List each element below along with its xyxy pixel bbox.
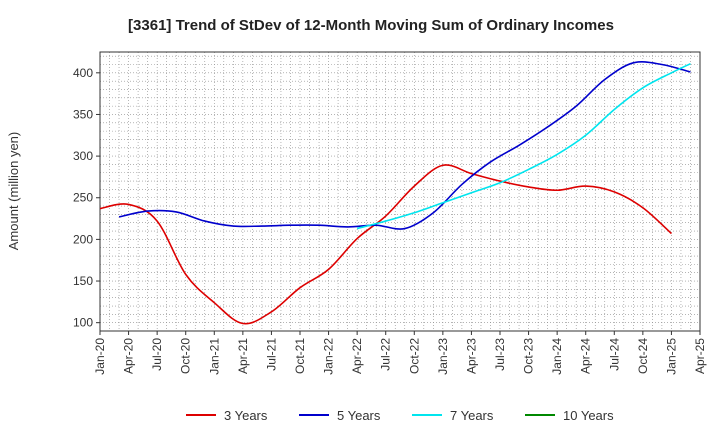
x-tick-label: Jan-25 (664, 338, 678, 375)
y-tick-label: 250 (73, 191, 93, 205)
x-tick-label: Jul-24 (607, 338, 621, 371)
x-tick-label: Apr-21 (236, 338, 250, 374)
x-tick-label: Jul-23 (493, 338, 507, 371)
plot-area (99, 51, 701, 332)
series-line-7-years (356, 62, 691, 230)
plot-border (99, 51, 701, 332)
y-axis: 100 150 200 250 300 350 400 (73, 66, 100, 330)
y-tick-label: 150 (73, 274, 93, 288)
x-tick-label: Jan-20 (93, 338, 107, 375)
x-tick-label: Oct-22 (407, 338, 421, 374)
series-line-5-years (118, 61, 691, 230)
series-line-3-years (99, 164, 672, 325)
y-tick-label: 100 (73, 316, 93, 330)
legend-label-10-years: 10 Years (563, 408, 614, 423)
x-tick-label: Jan-22 (322, 338, 336, 375)
x-tick-label: Apr-25 (693, 338, 707, 374)
x-tick-label: Jan-23 (436, 338, 450, 375)
legend-label-5-years: 5 Years (337, 408, 381, 423)
y-tick-label: 400 (73, 66, 93, 80)
x-tick-label: Oct-23 (522, 338, 536, 374)
legend-label-3-years: 3 Years (224, 408, 268, 423)
legend: 3 Years 5 Years 7 Years 10 Years (186, 408, 614, 423)
chart-title: [3361] Trend of StDev of 12-Month Moving… (128, 17, 614, 34)
x-tick-label: Oct-24 (636, 338, 650, 374)
y-tick-label: 200 (73, 232, 93, 246)
y-tick-label: 300 (73, 149, 93, 163)
plot-background (100, 52, 700, 331)
x-tick-label: Jul-21 (264, 338, 278, 371)
x-tick-label: Jul-22 (379, 338, 393, 371)
x-tick-label: Apr-22 (350, 338, 364, 374)
x-tick-label: Apr-20 (122, 338, 136, 374)
y-axis-label: Amount (million yen) (6, 132, 21, 251)
x-tick-label: Jan-21 (207, 338, 221, 375)
legend-label-7-years: 7 Years (450, 408, 494, 423)
y-tick-label: 350 (73, 107, 93, 121)
x-tick-label: Jul-20 (150, 338, 164, 371)
x-tick-label: Apr-23 (464, 338, 478, 374)
x-axis: Jan-20 Apr-20 Jul-20 Oct-20 Jan-21 Apr-21 Jul-… (93, 331, 707, 375)
x-tick-label: Oct-20 (179, 338, 193, 374)
x-tick-label: Oct-21 (293, 338, 307, 374)
series-group (99, 61, 691, 325)
x-tick-label: Jan-24 (550, 338, 564, 375)
x-tick-label: Apr-24 (579, 338, 593, 374)
